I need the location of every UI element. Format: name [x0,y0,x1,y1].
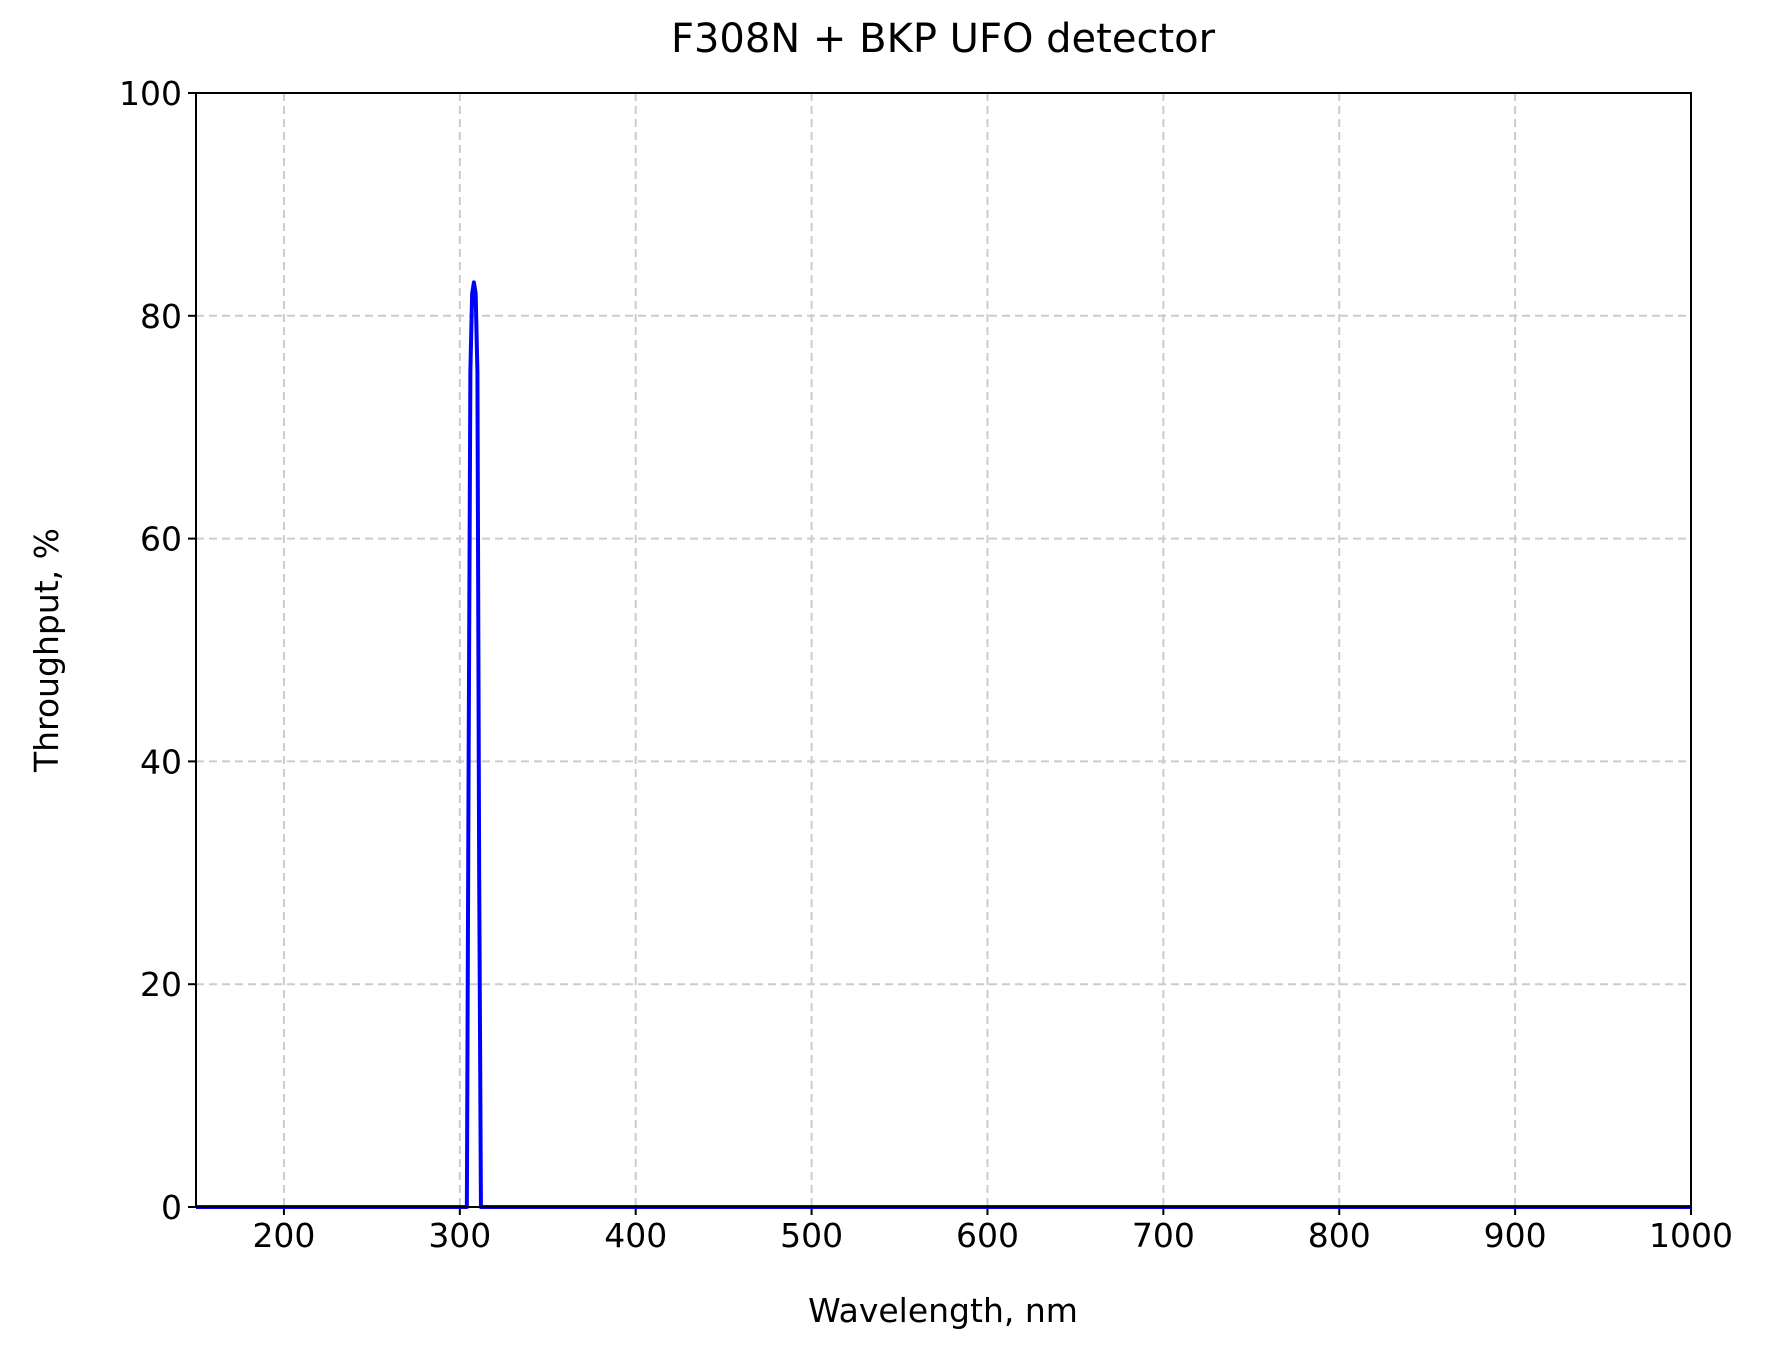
x-tick-label: 600 [956,1216,1019,1255]
x-tick-label: 1000 [1649,1216,1733,1255]
line [196,280,1691,1209]
y-axis-label: Throughput, % [27,528,66,773]
y-tick-label: 80 [140,297,182,336]
y-tick-label: 100 [119,74,182,113]
y-tick-label: 60 [140,520,182,559]
x-tick-label: 500 [780,1216,843,1255]
y-tick-label: 40 [140,742,182,781]
x-axis-label: Wavelength, nm [808,1291,1078,1330]
x-tick-label: 700 [1132,1216,1195,1255]
plot-frame [195,92,1692,1208]
x-tick-label: 900 [1484,1216,1547,1255]
x-tick-label: 200 [252,1216,315,1255]
chart-title: F308N + BKP UFO detector [671,16,1216,62]
x-tick-label: 400 [604,1216,667,1255]
x-tick-label: 300 [428,1216,491,1255]
x-tick-label: 800 [1308,1216,1371,1255]
y-tick-label: 20 [140,965,182,1004]
y-tick-label: 0 [161,1188,182,1227]
